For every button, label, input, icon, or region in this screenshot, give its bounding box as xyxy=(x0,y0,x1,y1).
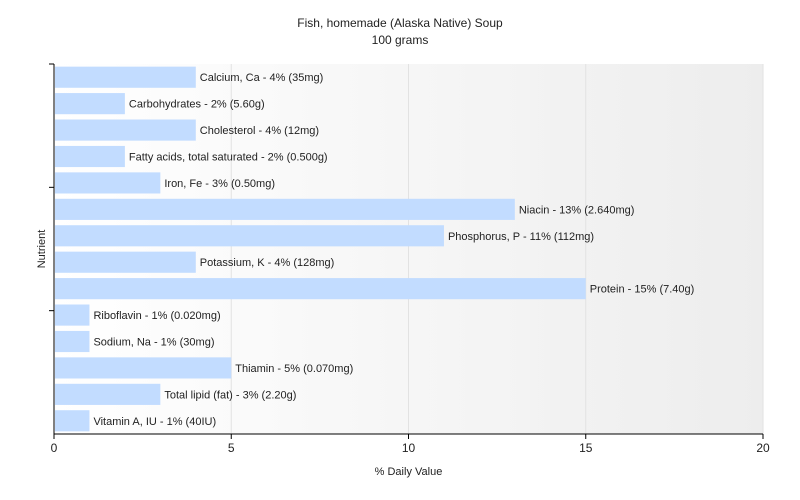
bar xyxy=(55,251,196,273)
bar xyxy=(55,198,515,220)
bar xyxy=(55,410,90,432)
x-tick-label: 0 xyxy=(51,441,58,455)
bar-label: Riboflavin - 1% (0.020mg) xyxy=(93,310,220,322)
x-tick-label: 10 xyxy=(402,441,416,455)
x-tick-label: 5 xyxy=(228,441,235,455)
bar-label: Protein - 15% (7.40g) xyxy=(590,284,695,296)
chart-title: Fish, homemade (Alaska Native) Soup xyxy=(297,16,503,30)
x-axis-label: % Daily Value xyxy=(374,466,443,478)
bar-label: Niacin - 13% (2.640mg) xyxy=(519,204,635,216)
bar xyxy=(55,93,125,115)
y-axis-label: Nutrient xyxy=(36,229,48,269)
bar xyxy=(55,383,161,405)
bar-label: Sodium, Na - 1% (30mg) xyxy=(93,337,214,349)
bar-label: Carbohydrates - 2% (5.60g) xyxy=(129,99,265,111)
bar xyxy=(55,304,90,326)
bar-label: Calcium, Ca - 4% (35mg) xyxy=(200,72,323,84)
bar xyxy=(55,357,232,379)
bar-label: Cholesterol - 4% (12mg) xyxy=(200,125,319,137)
bar-label: Iron, Fe - 3% (0.50mg) xyxy=(164,178,275,190)
bar xyxy=(55,119,196,141)
chart-subtitle: 100 grams xyxy=(371,33,429,47)
x-tick-label: 15 xyxy=(579,441,593,455)
bar xyxy=(55,145,125,168)
bar-label: Phosphorus, P - 11% (112mg) xyxy=(448,231,594,243)
bar-label: Thiamin - 5% (0.070mg) xyxy=(235,363,353,375)
bar-label: Vitamin A, IU - 1% (40IU) xyxy=(93,416,216,428)
bar xyxy=(55,225,444,247)
bar xyxy=(55,278,586,300)
bar xyxy=(55,172,161,194)
bar-label: Fatty acids, total saturated - 2% (0.500… xyxy=(129,152,328,164)
bar xyxy=(55,66,196,88)
x-tick-label: 20 xyxy=(756,441,770,455)
bar xyxy=(55,330,90,353)
bar-label: Potassium, K - 4% (128mg) xyxy=(200,257,334,269)
bar-label: Total lipid (fat) - 3% (2.20g) xyxy=(164,389,296,401)
